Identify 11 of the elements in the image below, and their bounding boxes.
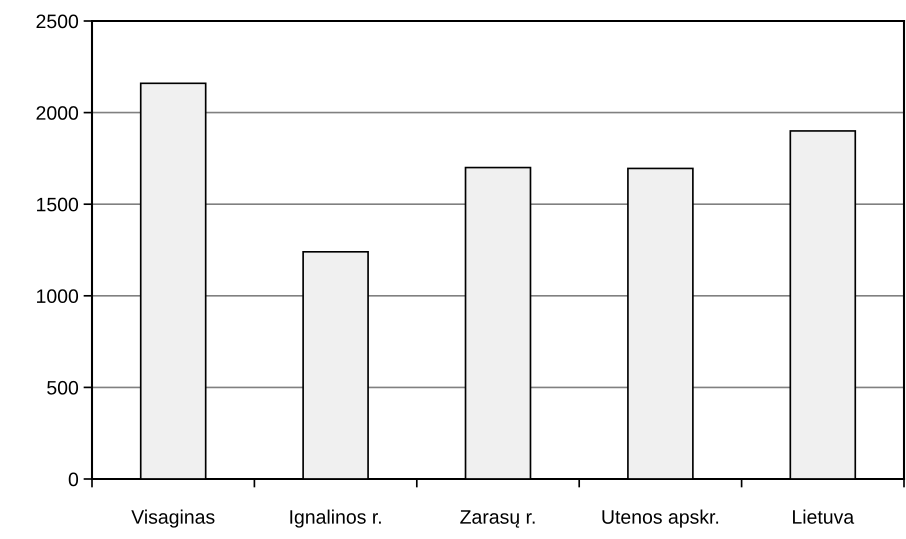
x-tick-label: Visaginas xyxy=(131,510,214,528)
x-tick-label: Utenos apskr. xyxy=(602,510,718,528)
x-tick-label: Lietuva xyxy=(793,510,854,524)
x-tick-label: Ignalinos r. xyxy=(290,510,381,528)
y-tick-label: 0 xyxy=(68,472,78,486)
y-tick-label: 2000 xyxy=(36,106,78,120)
y-tick-label: 2500 xyxy=(36,14,78,28)
x-tick-label: Zarasų r. xyxy=(460,510,535,528)
y-tick-label: 500 xyxy=(47,380,78,395)
y-tick-label: 1500 xyxy=(37,198,78,212)
y-tick-label: 1000 xyxy=(37,289,78,304)
